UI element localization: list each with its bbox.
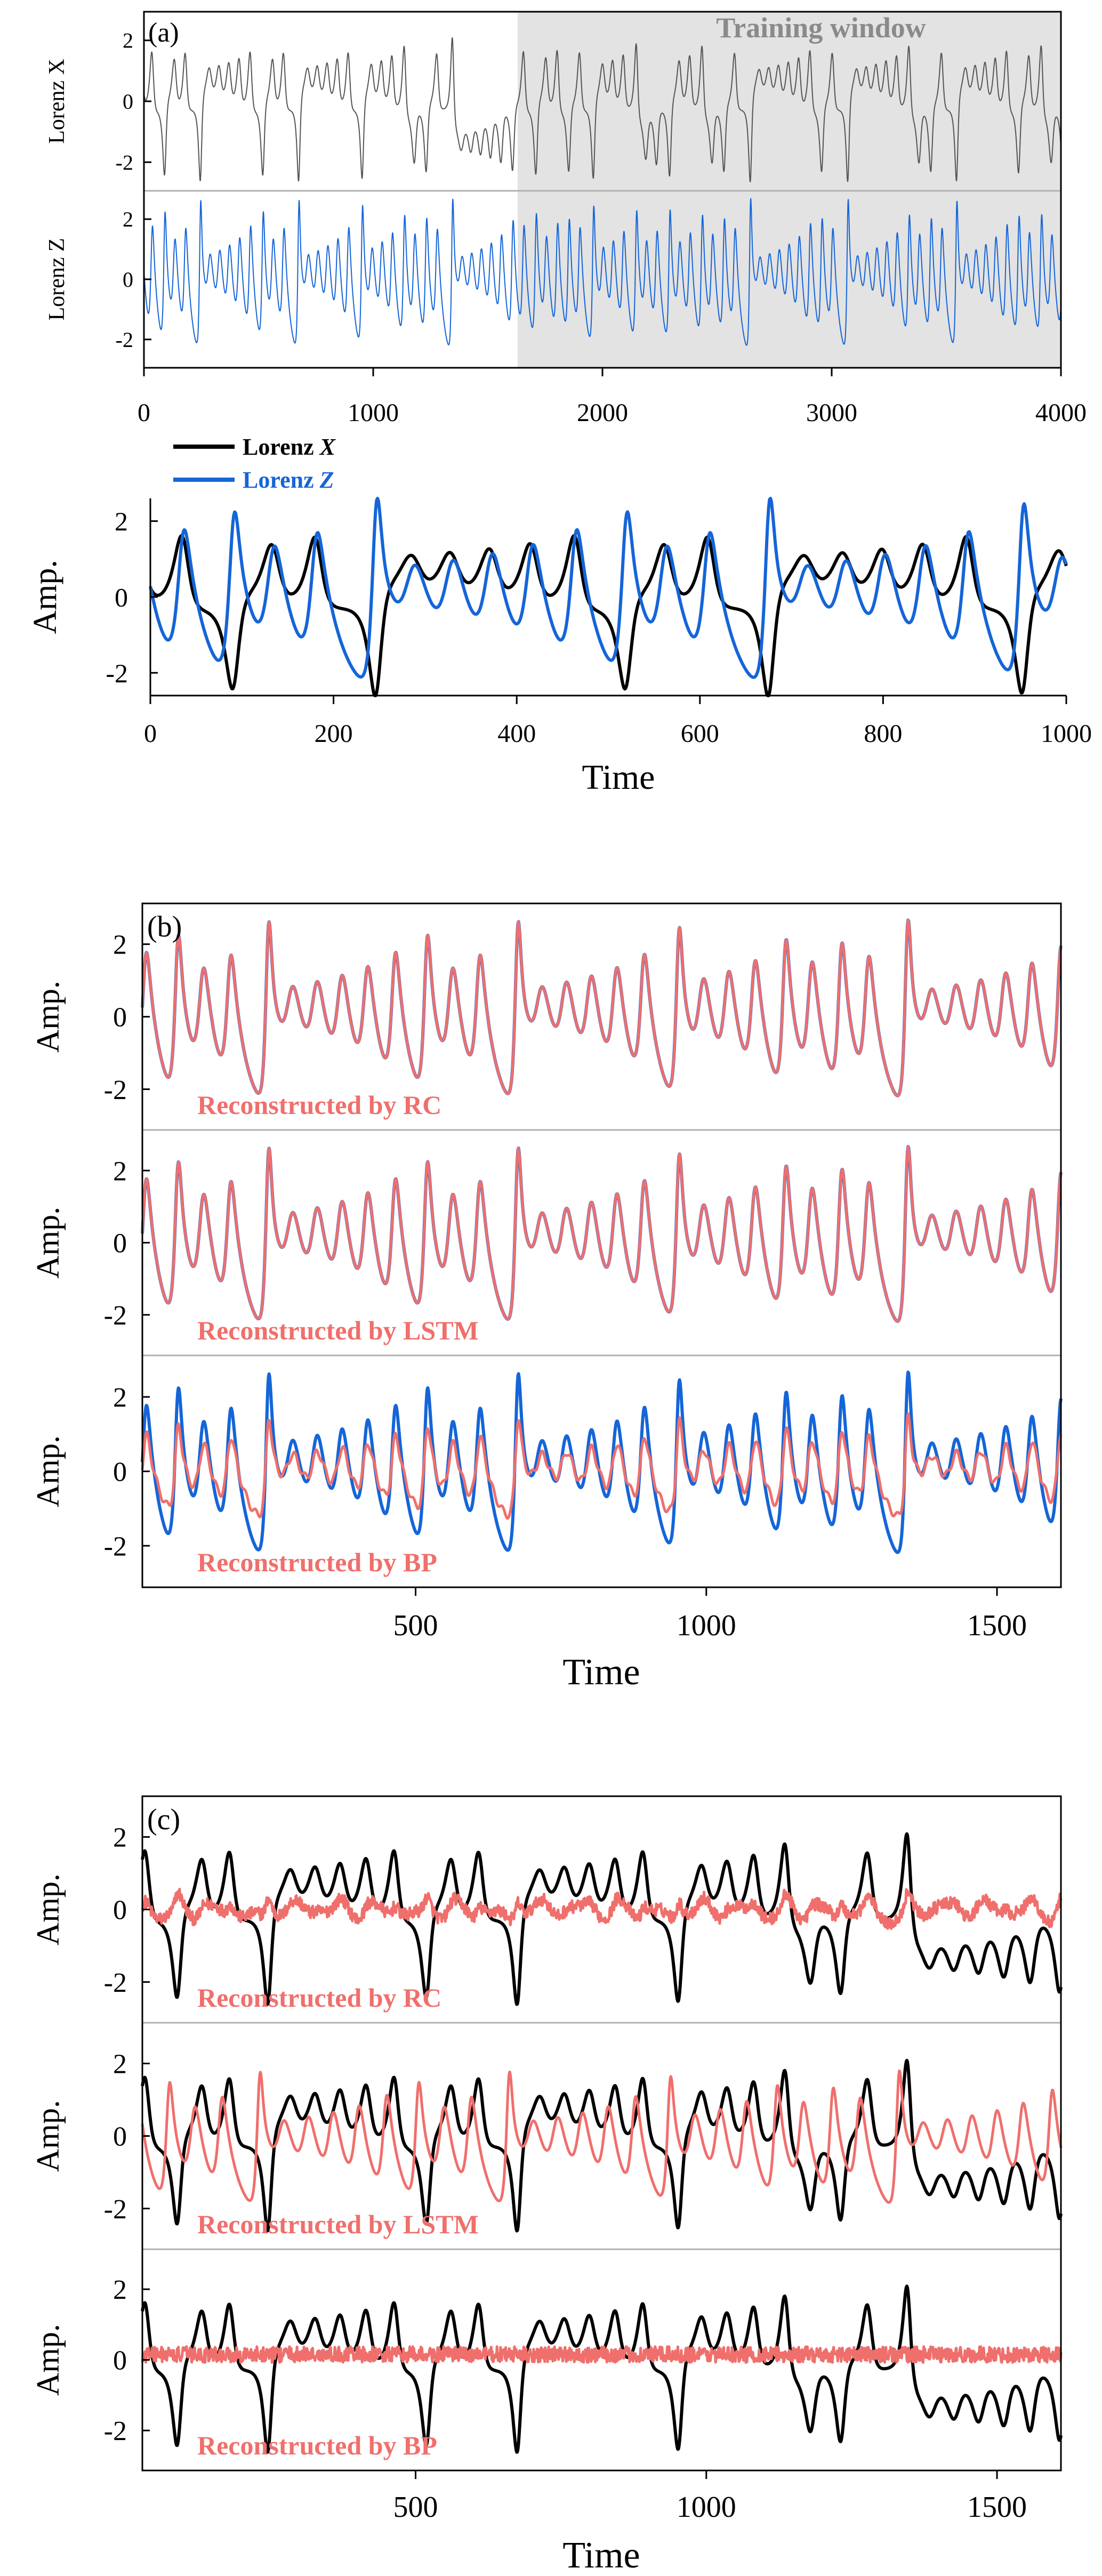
series-truth (141, 2058, 1063, 2233)
y-axis-label: Amp. (30, 1874, 66, 1945)
y-axis-label: Amp. (30, 1435, 66, 1507)
y-tick-label: -2 (116, 150, 133, 174)
legend-var: X (319, 434, 336, 460)
x-tick-label: 0 (144, 720, 157, 748)
y-tick-label: 0 (115, 583, 128, 612)
y-axis-label: Amp. (30, 2324, 66, 2396)
series-truth (141, 1370, 1063, 1554)
y-tick-label: 2 (113, 1383, 127, 1413)
x-tick-label: 1000 (677, 2491, 736, 2524)
reconstruction-caption: Reconstructed by LSTM (197, 2209, 479, 2239)
x-tick-label: 2000 (577, 399, 628, 427)
y-tick-label: 0 (113, 1229, 127, 1259)
legend-prefix: Lorenz (243, 434, 320, 460)
x-tick-label: 500 (393, 2491, 438, 2524)
y-tick-label: -2 (104, 2194, 127, 2225)
y-tick-label: -2 (104, 1075, 127, 1105)
legend-prefix: Lorenz (243, 467, 320, 493)
reconstruction-caption: Reconstructed by RC (197, 1983, 441, 2013)
y-tick-label: 0 (123, 90, 133, 114)
y-tick-label: 0 (123, 268, 133, 292)
x-axis-label: Time (562, 1652, 640, 1693)
y-tick-label: -2 (104, 1531, 127, 1562)
series-x (143, 37, 1061, 182)
series-truth (141, 1832, 1063, 2006)
y-tick-label: -2 (116, 328, 133, 352)
series-truth (141, 2284, 1063, 2454)
series-reconstruction (141, 1887, 1063, 1930)
panel-label: (c) (147, 1803, 180, 1836)
x-axis-label: Time (582, 758, 655, 797)
reconstruction-caption: Reconstructed by RC (197, 1090, 441, 1120)
series-lorenz-z (149, 497, 1068, 679)
x-tick-label: 800 (864, 720, 902, 748)
panel-frame (141, 1795, 1062, 2472)
legend-entry-x: Lorenz X (243, 434, 336, 460)
y-axis-label: Lorenz X (45, 59, 69, 144)
panel-label: (b) (147, 910, 182, 943)
x-tick-label: 4000 (1035, 399, 1087, 427)
series-truth (141, 918, 1063, 1097)
series-truth (141, 1145, 1063, 1323)
y-tick-label: 0 (113, 2346, 127, 2376)
y-tick-label: 2 (123, 29, 133, 53)
y-tick-label: 0 (113, 1895, 127, 1926)
y-axis-label: Amp. (30, 981, 66, 1053)
x-tick-label: 1000 (1041, 720, 1092, 748)
y-axis-label: Lorenz Z (45, 238, 69, 320)
x-tick-label: 1000 (677, 1609, 736, 1642)
y-tick-label: 2 (113, 1156, 127, 1186)
x-tick-label: 0 (138, 399, 150, 427)
y-axis-label: Amp. (27, 560, 63, 634)
y-tick-label: 0 (113, 1457, 127, 1488)
series-z (143, 198, 1061, 346)
training-window-label: Training window (716, 12, 926, 44)
series-reconstruction (141, 2345, 1063, 2364)
legend-var: Z (319, 467, 334, 493)
panel-label-a: (a) (148, 18, 179, 48)
x-axis-label: Time (562, 2535, 640, 2576)
legend-entry-z: Lorenz Z (243, 467, 334, 493)
y-axis-label: Amp. (30, 1207, 66, 1279)
y-tick-label: -2 (104, 1968, 127, 1998)
y-tick-label: 2 (115, 506, 128, 536)
series-lorenz-x (149, 534, 1068, 697)
x-tick-label: 500 (393, 1609, 438, 1642)
x-tick-label: 600 (681, 720, 719, 748)
x-tick-label: 1500 (967, 2491, 1027, 2524)
series-reconstruction (141, 1145, 1063, 1323)
y-tick-label: 0 (113, 2122, 127, 2152)
y-tick-label: -2 (104, 2416, 127, 2446)
reconstruction-caption: Reconstructed by LSTM (197, 1315, 479, 1345)
x-tick-label: 200 (315, 720, 353, 748)
series-reconstruction (141, 2069, 1063, 2204)
y-tick-label: 2 (113, 930, 127, 960)
y-tick-label: 2 (113, 1823, 127, 1853)
panel-frame (141, 902, 1062, 1588)
y-tick-label: -2 (104, 1301, 127, 1331)
x-tick-label: 1000 (348, 399, 399, 427)
y-axis-label: Amp. (30, 2100, 66, 2172)
reconstruction-caption: Reconstructed by BP (197, 2430, 437, 2460)
x-tick-label: 1500 (967, 1609, 1027, 1642)
x-tick-label: 3000 (806, 399, 857, 427)
y-tick-label: 2 (123, 207, 133, 231)
y-tick-label: 2 (113, 2049, 127, 2080)
series-reconstruction (141, 918, 1063, 1097)
reconstruction-caption: Reconstructed by BP (197, 1547, 437, 1577)
y-tick-label: 0 (113, 1003, 127, 1033)
y-tick-label: -2 (106, 658, 128, 688)
x-tick-label: 400 (497, 720, 536, 748)
series-reconstruction (141, 1412, 1063, 1520)
y-tick-label: 2 (113, 2275, 127, 2305)
